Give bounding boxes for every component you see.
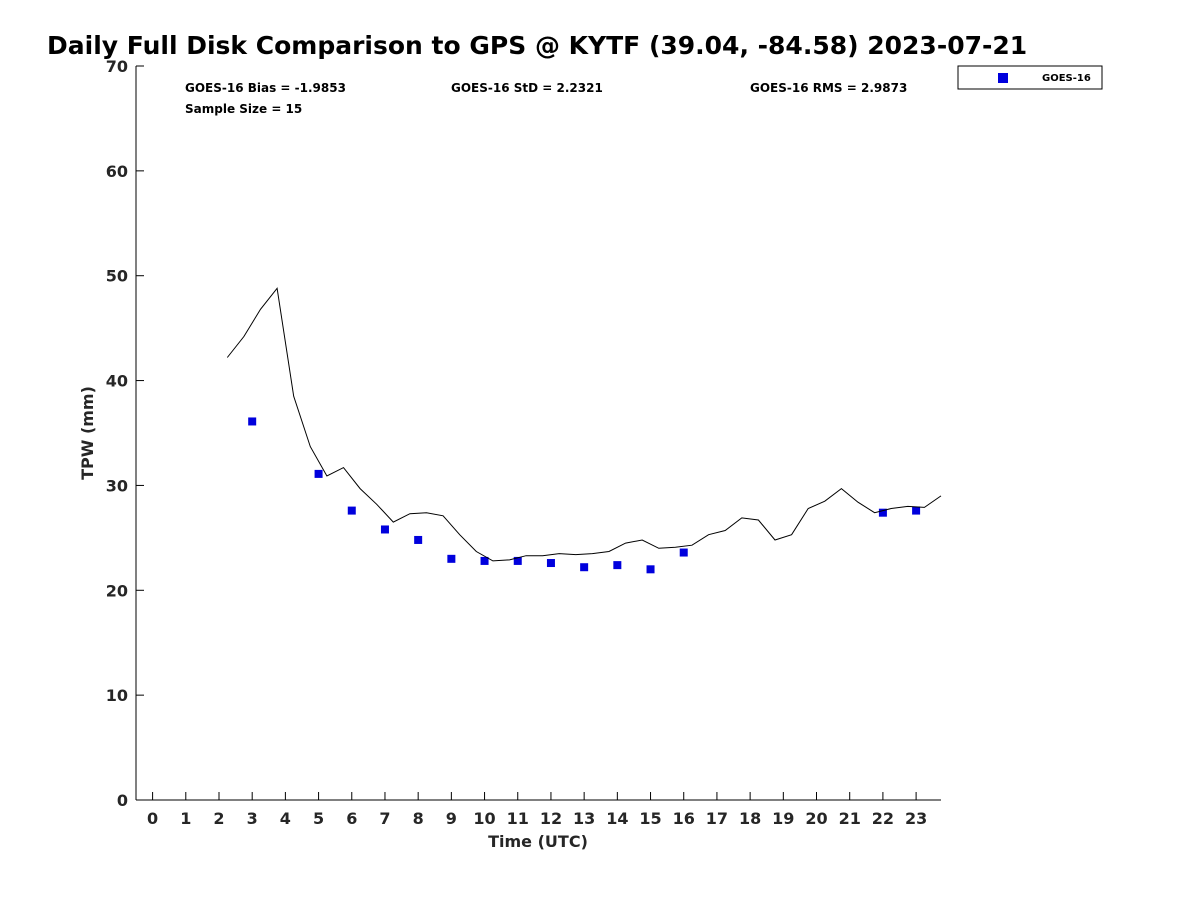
x-tick-label: 17 [706,809,728,828]
goes16-point [912,506,921,515]
goes16-point [513,556,522,565]
x-tick-label: 12 [540,809,562,828]
legend-box [957,65,1103,90]
x-tick-label: 5 [313,809,324,828]
x-tick-label: 14 [606,809,628,828]
goes16-point [347,506,356,515]
legend-marker-goes16 [998,73,1008,83]
x-tick-label: 4 [280,809,291,828]
goes16-point [480,556,489,565]
x-tick-label: 2 [213,809,224,828]
axes [135,66,941,801]
x-tick-label: 22 [872,809,894,828]
x-tick-label: 19 [772,809,794,828]
x-ticks: 0 1 2 3 4 5 6 7 8 9 10 11 12 13 14 15 16 17 18 19 20 21 22 23 [147,792,927,828]
x-tick-label: 11 [507,809,529,828]
goes16-point [447,554,456,563]
x-tick-label: 7 [379,809,390,828]
x-tick-label: 9 [446,809,457,828]
x-tick-label: 6 [346,809,357,828]
legend-label-goes16: GOES-16 [1042,73,1091,84]
sample-size-stat: Sample Size = 15 [185,102,302,116]
x-tick-label: 13 [573,809,595,828]
y-tick-label: 40 [106,372,128,391]
rms-stat: GOES-16 RMS = 2.9873 [750,81,907,95]
x-tick-label: 21 [839,809,861,828]
x-tick-label: 15 [639,809,661,828]
goes16-point [646,565,655,574]
y-tick-label: 60 [106,162,128,181]
y-tick-label: 0 [117,791,128,810]
x-tick-label: 23 [905,809,927,828]
goes16-point [546,559,555,568]
std-stat: GOES-16 StD = 2.2321 [451,81,603,95]
bias-stat: GOES-16 Bias = -1.9853 [185,81,346,95]
goes16-point [414,535,423,544]
chart-title: Daily Full Disk Comparison to GPS @ KYTF… [47,31,1027,60]
legend: GOES-16 [957,65,1103,90]
y-tick-label: 30 [106,476,128,495]
x-tick-label: 10 [473,809,495,828]
goes16-point [580,563,589,572]
y-tick-label: 20 [106,581,128,600]
y-tick-label: 70 [106,57,128,76]
x-tick-label: 1 [180,809,191,828]
series-layer [226,287,942,574]
y-ticks: 0 10 20 30 40 50 60 70 [106,57,144,810]
x-tick-label: 18 [739,809,761,828]
x-tick-label: 0 [147,809,158,828]
x-tick-label: 8 [413,809,424,828]
y-tick-label: 10 [106,686,128,705]
gps-tpw-line [226,287,942,562]
goes16-point [380,525,389,534]
goes16-point [613,561,622,570]
y-tick-label: 50 [106,267,128,286]
x-tick-label: 3 [247,809,258,828]
x-axis-label: Time (UTC) [488,832,588,851]
x-tick-label: 20 [805,809,827,828]
y-axis-label: TPW (mm) [78,386,97,480]
goes16-point [679,548,688,557]
goes16-point [878,508,887,517]
x-tick-label: 16 [673,809,695,828]
goes16-point [248,417,257,426]
goes16-point [314,469,323,478]
